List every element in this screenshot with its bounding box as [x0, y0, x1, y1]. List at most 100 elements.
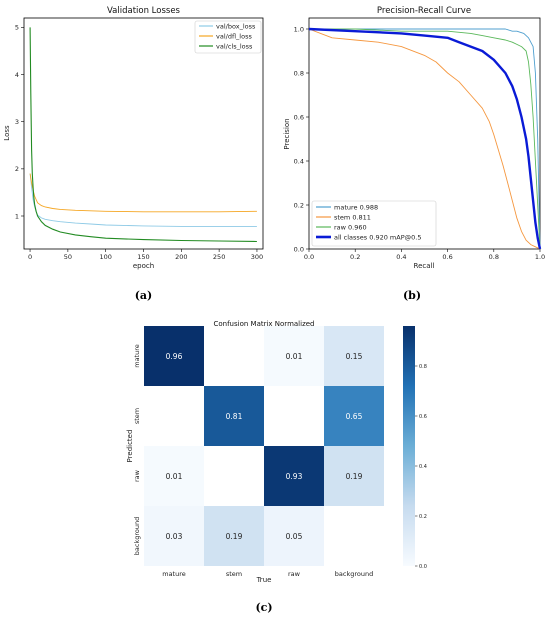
matrix-cell — [324, 386, 384, 446]
panel-label-b: (b) — [403, 289, 421, 302]
chart-c-ylabel: Predicted — [126, 430, 134, 463]
chart-b-xtick-label: 1.0 — [535, 253, 545, 261]
chart-c-xticks: mature stem raw background — [162, 570, 373, 578]
colorbar-tick-label: 0.0 — [419, 564, 427, 570]
matrix-cell — [204, 446, 264, 506]
chart-b-xtick-label: 0.2 — [350, 253, 360, 261]
chart-c-xtick-label: mature — [162, 570, 186, 578]
series-mature — [309, 28, 541, 250]
matrix-cell — [324, 506, 384, 566]
matrix-cell — [144, 326, 204, 386]
chart-b-ytick-label: 1.0 — [294, 25, 304, 33]
matrix-cell-label: 0.15 — [346, 352, 363, 361]
matrix-cell — [204, 386, 264, 446]
matrix-cell-label: 0.93 — [286, 472, 303, 481]
chart-a-ytick-label: 3 — [15, 118, 19, 126]
matrix-cell — [324, 446, 384, 506]
matrix-cell — [264, 386, 324, 446]
colorbar-tick-label: 0.6 — [419, 414, 427, 420]
matrix-cell-label: 0.01 — [166, 472, 183, 481]
matrix-cell-label: 0.96 — [166, 352, 183, 361]
chart-c-xtick-label: raw — [288, 570, 301, 578]
chart-b-ytick-label: 0.2 — [294, 201, 304, 209]
chart-a-title: Validation Losses — [107, 6, 181, 16]
matrix-cell-label: 0.19 — [346, 472, 363, 481]
series-raw — [309, 28, 541, 250]
colorbar-ticks: 0.8 0.6 0.4 0.2 0.0 — [415, 364, 427, 570]
chart-b-ylabel: Precision — [283, 118, 291, 149]
matrix-cell-label: 0.01 — [286, 352, 303, 361]
chart-a-ytick-label: 5 — [15, 24, 19, 32]
matrix-cell-label: 0.03 — [166, 532, 183, 541]
chart-a-ytick-label: 4 — [15, 71, 19, 79]
chart-b-xticks: 0.0 0.2 0.4 0.6 0.8 1.0 — [304, 249, 545, 261]
legend-b-item-raw: raw 0.960 — [334, 224, 367, 232]
chart-a-xtick-label: 0 — [28, 253, 32, 261]
matrix-cell — [144, 386, 204, 446]
legend-b-item-mature: mature 0.988 — [334, 204, 378, 212]
matrix-cell — [144, 506, 204, 566]
series-box-loss — [29, 173, 257, 227]
matrix-cell-label: 0.05 — [286, 532, 303, 541]
chart-a-ylabel: Loss — [3, 125, 11, 141]
chart-b-ytick-label: 0.8 — [294, 69, 304, 77]
series-dfl-loss — [29, 173, 257, 213]
chart-c-ytick-label: raw — [133, 469, 141, 482]
chart-b-legend: mature 0.988 stem 0.811 raw 0.960 all cl… — [311, 200, 437, 247]
chart-c-cells: 0.96 0.01 0.15 0.81 0.65 0.01 0.93 0.19 0.03 0.19… — [144, 326, 384, 566]
chart-b-series — [308, 27, 542, 250]
chart-a-xtick-label: 50 — [64, 253, 72, 261]
chart-b-ytick-label: 0.4 — [294, 157, 304, 165]
chart-b-xtick-label: 0.0 — [304, 253, 314, 261]
chart-b-xtick-label: 0.6 — [442, 253, 452, 261]
chart-c-ytick-label: background — [133, 517, 141, 555]
chart-a-legend: val/box_loss val/dfl_loss val/cls_loss — [194, 20, 262, 54]
chart-c-title: Confusion Matrix Normalized — [213, 320, 314, 328]
chart-a-xticks: 0 50 100 150 200 250 300 — [28, 249, 263, 261]
chart-a-xtick-label: 100 — [99, 253, 111, 261]
chart-b-ytick-label: 0.0 — [294, 245, 304, 253]
legend-b-item-all: all classes 0.920 mAP@0.5 — [334, 234, 421, 242]
chart-a-xtick-label: 300 — [251, 253, 263, 261]
colorbar-tick-label: 0.8 — [419, 364, 427, 370]
panel-label-a: (a) — [135, 289, 153, 302]
chart-c-ytick-label: mature — [133, 344, 141, 368]
chart-a-xtick-label: 200 — [175, 253, 187, 261]
chart-c-yticks: mature stem raw background — [133, 344, 141, 555]
matrix-cell — [264, 326, 324, 386]
legend-a-item-dfl: val/dfl_loss — [216, 33, 252, 41]
chart-precision-recall: Precision-Recall Curve 0.0 0.2 0.4 0.6 0.8 1.… — [283, 6, 545, 302]
chart-a-xlabel: epoch — [133, 262, 154, 270]
chart-c-xtick-label: background — [335, 570, 373, 578]
matrix-cell — [204, 506, 264, 566]
colorbar — [403, 326, 415, 566]
chart-c-xtick-label: stem — [226, 570, 242, 578]
chart-b-ytick-label: 0.6 — [294, 113, 304, 121]
matrix-cell — [204, 326, 264, 386]
matrix-cell-label: 0.81 — [226, 412, 243, 421]
chart-b-xlabel: Recall — [414, 262, 435, 270]
chart-confusion-matrix: Confusion Matrix Normalized 0.96 0.01 0.15… — [126, 320, 427, 614]
chart-b-title: Precision-Recall Curve — [377, 6, 471, 16]
matrix-cell — [324, 326, 384, 386]
chart-validation-losses: Validation Losses 1 2 3 4 5 0 50 100 150 200 250 3… — [3, 6, 264, 302]
chart-b-xtick-label: 0.8 — [489, 253, 499, 261]
chart-a-yticks: 1 2 3 4 5 — [15, 24, 24, 220]
chart-a-ytick-label: 1 — [15, 212, 19, 220]
colorbar-tick-label: 0.4 — [419, 464, 427, 470]
chart-a-series — [29, 27, 257, 243]
legend-b-item-stem: stem 0.811 — [334, 214, 371, 222]
series-stem — [308, 28, 541, 250]
matrix-cell — [264, 506, 324, 566]
colorbar-tick-label: 0.2 — [419, 514, 427, 520]
chart-b-yticks: 0.0 0.2 0.4 0.6 0.8 1.0 — [294, 25, 309, 253]
chart-c-ytick-label: stem — [133, 408, 141, 424]
legend-a-item-box: val/box_loss — [216, 23, 256, 31]
legend-a-item-cls: val/cls_loss — [216, 43, 253, 51]
matrix-cell — [144, 446, 204, 506]
chart-b-frame — [308, 17, 541, 250]
series-all-classes — [308, 27, 542, 250]
matrix-cell-label: 0.19 — [226, 532, 243, 541]
matrix-cell-label: 0.65 — [346, 412, 363, 421]
